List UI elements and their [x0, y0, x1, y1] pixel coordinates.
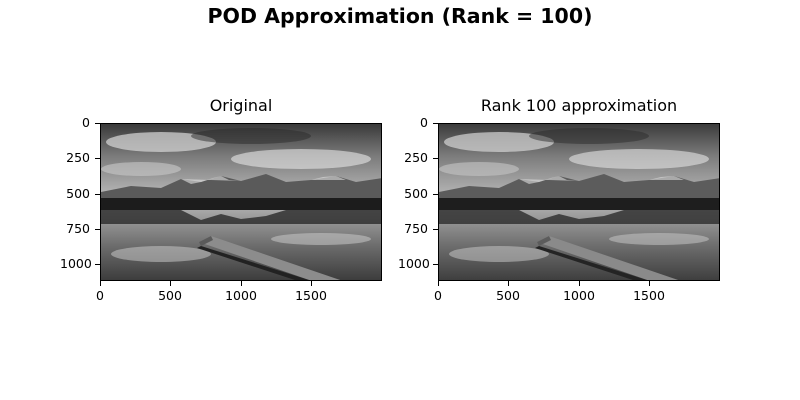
y-tick-label: 250	[66, 150, 90, 165]
y-tick-label: 1000	[398, 256, 430, 271]
y-tick-mark	[433, 264, 438, 265]
y-tick-label: 0	[420, 115, 428, 130]
y-tick-mark	[95, 264, 100, 265]
y-tick-label: 250	[404, 150, 428, 165]
x-tick-mark	[438, 281, 439, 286]
x-tick-label: 1000	[225, 288, 257, 303]
x-tick-mark	[508, 281, 509, 286]
approximation-image-axes	[438, 123, 720, 281]
x-tick-label: 500	[158, 288, 182, 303]
y-tick-mark	[433, 158, 438, 159]
x-tick-label: 1500	[295, 288, 327, 303]
x-tick-mark	[649, 281, 650, 286]
panel-original-title: Original	[209, 96, 273, 115]
original-photo	[101, 124, 381, 280]
x-tick-mark	[100, 281, 101, 286]
y-tick-mark	[433, 194, 438, 195]
x-tick-mark	[311, 281, 312, 286]
y-tick-label: 0	[82, 115, 90, 130]
approximation-photo	[439, 124, 719, 280]
x-tick-label: 0	[434, 288, 442, 303]
x-tick-mark	[579, 281, 580, 286]
y-tick-mark	[95, 229, 100, 230]
original-image-axes	[100, 123, 382, 281]
x-tick-label: 1500	[633, 288, 665, 303]
x-tick-label: 0	[96, 288, 104, 303]
y-tick-label: 750	[66, 221, 90, 236]
y-tick-mark	[433, 123, 438, 124]
y-tick-label: 750	[404, 221, 428, 236]
x-tick-label: 1000	[563, 288, 595, 303]
figure-title: POD Approximation (Rank = 100)	[207, 4, 593, 28]
x-tick-label: 500	[496, 288, 520, 303]
y-tick-mark	[433, 229, 438, 230]
y-tick-mark	[95, 158, 100, 159]
y-tick-label: 500	[404, 186, 428, 201]
x-tick-mark	[170, 281, 171, 286]
y-tick-mark	[95, 123, 100, 124]
y-tick-label: 500	[66, 186, 90, 201]
x-tick-mark	[241, 281, 242, 286]
y-tick-label: 1000	[60, 256, 92, 271]
y-tick-mark	[95, 194, 100, 195]
panel-approx-title: Rank 100 approximation	[480, 96, 678, 115]
